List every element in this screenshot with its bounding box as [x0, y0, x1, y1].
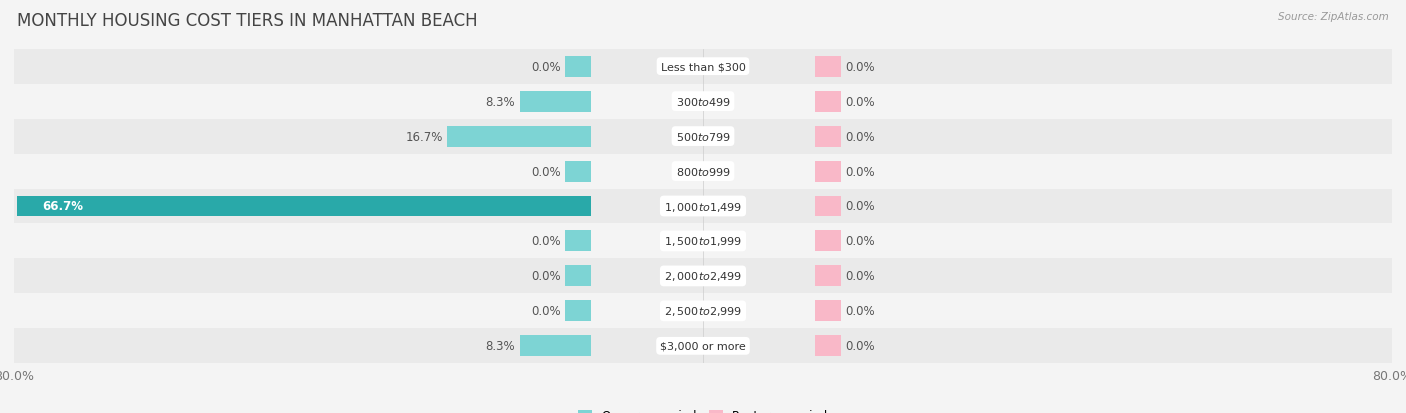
Text: MONTHLY HOUSING COST TIERS IN MANHATTAN BEACH: MONTHLY HOUSING COST TIERS IN MANHATTAN … — [17, 12, 478, 30]
Bar — [565, 266, 591, 287]
Bar — [14, 84, 1392, 119]
Bar — [14, 329, 1392, 363]
Bar — [14, 224, 1392, 259]
Bar — [520, 335, 591, 356]
Bar — [565, 57, 591, 78]
Text: 16.7%: 16.7% — [405, 130, 443, 143]
Text: 0.0%: 0.0% — [845, 95, 875, 108]
Text: $500 to $799: $500 to $799 — [675, 131, 731, 143]
Bar — [815, 335, 841, 356]
Bar — [14, 259, 1392, 294]
Text: 0.0%: 0.0% — [531, 61, 561, 74]
Text: 8.3%: 8.3% — [485, 95, 515, 108]
Text: 0.0%: 0.0% — [531, 235, 561, 248]
Text: 0.0%: 0.0% — [845, 130, 875, 143]
Text: 0.0%: 0.0% — [845, 200, 875, 213]
Text: $1,500 to $1,999: $1,500 to $1,999 — [664, 235, 742, 248]
Bar — [447, 126, 591, 147]
Bar — [17, 196, 591, 217]
Bar — [565, 161, 591, 182]
Bar — [815, 91, 841, 112]
Text: $2,500 to $2,999: $2,500 to $2,999 — [664, 305, 742, 318]
Bar — [815, 301, 841, 322]
Bar — [815, 196, 841, 217]
Text: 0.0%: 0.0% — [531, 270, 561, 283]
Bar — [14, 119, 1392, 154]
Text: 0.0%: 0.0% — [845, 270, 875, 283]
Bar — [565, 301, 591, 322]
Text: Source: ZipAtlas.com: Source: ZipAtlas.com — [1278, 12, 1389, 22]
Text: 0.0%: 0.0% — [845, 165, 875, 178]
Text: Less than $300: Less than $300 — [661, 62, 745, 72]
Text: 0.0%: 0.0% — [845, 61, 875, 74]
Text: 0.0%: 0.0% — [845, 305, 875, 318]
Bar — [14, 50, 1392, 84]
Text: 0.0%: 0.0% — [845, 235, 875, 248]
Bar — [14, 189, 1392, 224]
Bar — [815, 57, 841, 78]
Bar — [815, 266, 841, 287]
Bar — [815, 126, 841, 147]
Bar — [565, 231, 591, 252]
Bar — [14, 294, 1392, 329]
Text: 66.7%: 66.7% — [42, 200, 83, 213]
Text: $2,000 to $2,499: $2,000 to $2,499 — [664, 270, 742, 283]
Text: 0.0%: 0.0% — [845, 339, 875, 352]
Text: $3,000 or more: $3,000 or more — [661, 341, 745, 351]
Text: 8.3%: 8.3% — [485, 339, 515, 352]
Bar — [14, 154, 1392, 189]
Bar — [815, 231, 841, 252]
Legend: Owner-occupied, Renter-occupied: Owner-occupied, Renter-occupied — [572, 404, 834, 413]
Bar — [815, 161, 841, 182]
Text: 0.0%: 0.0% — [531, 165, 561, 178]
Text: $800 to $999: $800 to $999 — [675, 166, 731, 178]
Bar — [520, 91, 591, 112]
Text: $1,000 to $1,499: $1,000 to $1,499 — [664, 200, 742, 213]
Text: $300 to $499: $300 to $499 — [675, 96, 731, 108]
Text: 0.0%: 0.0% — [531, 305, 561, 318]
